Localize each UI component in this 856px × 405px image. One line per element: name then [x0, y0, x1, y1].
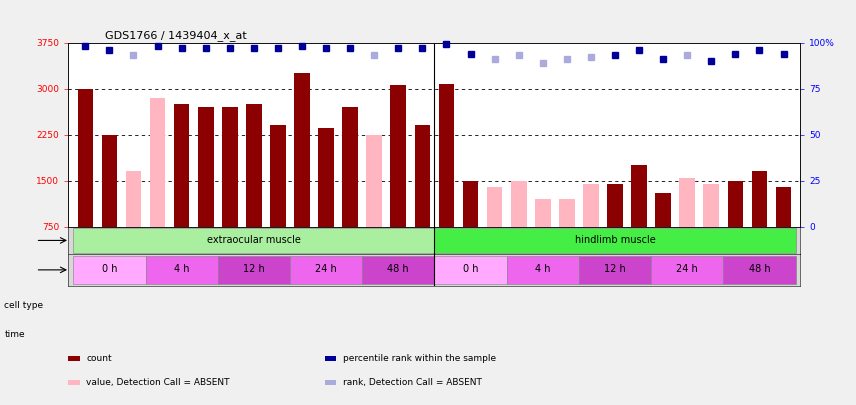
Text: 0 h: 0 h: [102, 264, 117, 274]
Bar: [342, 107, 358, 227]
Bar: [463, 181, 479, 227]
Bar: [146, 256, 217, 284]
Text: 12 h: 12 h: [604, 264, 626, 274]
Bar: [217, 256, 290, 284]
Bar: [318, 128, 334, 227]
Bar: [290, 256, 362, 284]
Bar: [294, 73, 310, 227]
Text: value, Detection Call = ABSENT: value, Detection Call = ABSENT: [86, 378, 230, 387]
Bar: [434, 228, 795, 253]
Text: 4 h: 4 h: [174, 264, 189, 274]
Bar: [723, 256, 795, 284]
Bar: [583, 183, 598, 227]
Text: 24 h: 24 h: [315, 264, 337, 274]
Bar: [174, 104, 189, 227]
Bar: [74, 256, 146, 284]
Text: percentile rank within the sample: percentile rank within the sample: [343, 354, 496, 363]
Bar: [362, 256, 435, 284]
Bar: [246, 104, 262, 227]
Bar: [78, 89, 93, 227]
Text: GDS1766 / 1439404_x_at: GDS1766 / 1439404_x_at: [105, 30, 247, 41]
Bar: [656, 193, 671, 227]
Bar: [776, 187, 791, 227]
Text: 0 h: 0 h: [463, 264, 479, 274]
Bar: [728, 181, 743, 227]
Bar: [390, 85, 406, 227]
Bar: [126, 171, 141, 227]
Bar: [511, 181, 526, 227]
Text: count: count: [86, 354, 112, 363]
Bar: [222, 107, 238, 227]
Bar: [366, 134, 382, 227]
Bar: [704, 183, 719, 227]
Bar: [438, 84, 455, 227]
Bar: [487, 187, 502, 227]
Bar: [434, 256, 507, 284]
Text: 24 h: 24 h: [676, 264, 698, 274]
Bar: [607, 183, 623, 227]
Bar: [680, 177, 695, 227]
Bar: [414, 126, 431, 227]
Bar: [631, 165, 647, 227]
Bar: [579, 256, 651, 284]
Bar: [752, 171, 767, 227]
Bar: [102, 134, 117, 227]
Bar: [651, 256, 723, 284]
Text: time: time: [4, 330, 25, 339]
Bar: [535, 199, 550, 227]
Text: cell type: cell type: [4, 301, 44, 310]
Text: 48 h: 48 h: [749, 264, 770, 274]
Bar: [198, 107, 213, 227]
Text: 4 h: 4 h: [535, 264, 550, 274]
Bar: [150, 98, 165, 227]
Bar: [559, 199, 574, 227]
Text: 48 h: 48 h: [388, 264, 409, 274]
Bar: [507, 256, 579, 284]
Text: hindlimb muscle: hindlimb muscle: [574, 235, 656, 245]
Bar: [74, 228, 434, 253]
Bar: [270, 126, 286, 227]
Text: extraocular muscle: extraocular muscle: [207, 235, 300, 245]
Text: 12 h: 12 h: [243, 264, 265, 274]
Text: rank, Detection Call = ABSENT: rank, Detection Call = ABSENT: [343, 378, 482, 387]
